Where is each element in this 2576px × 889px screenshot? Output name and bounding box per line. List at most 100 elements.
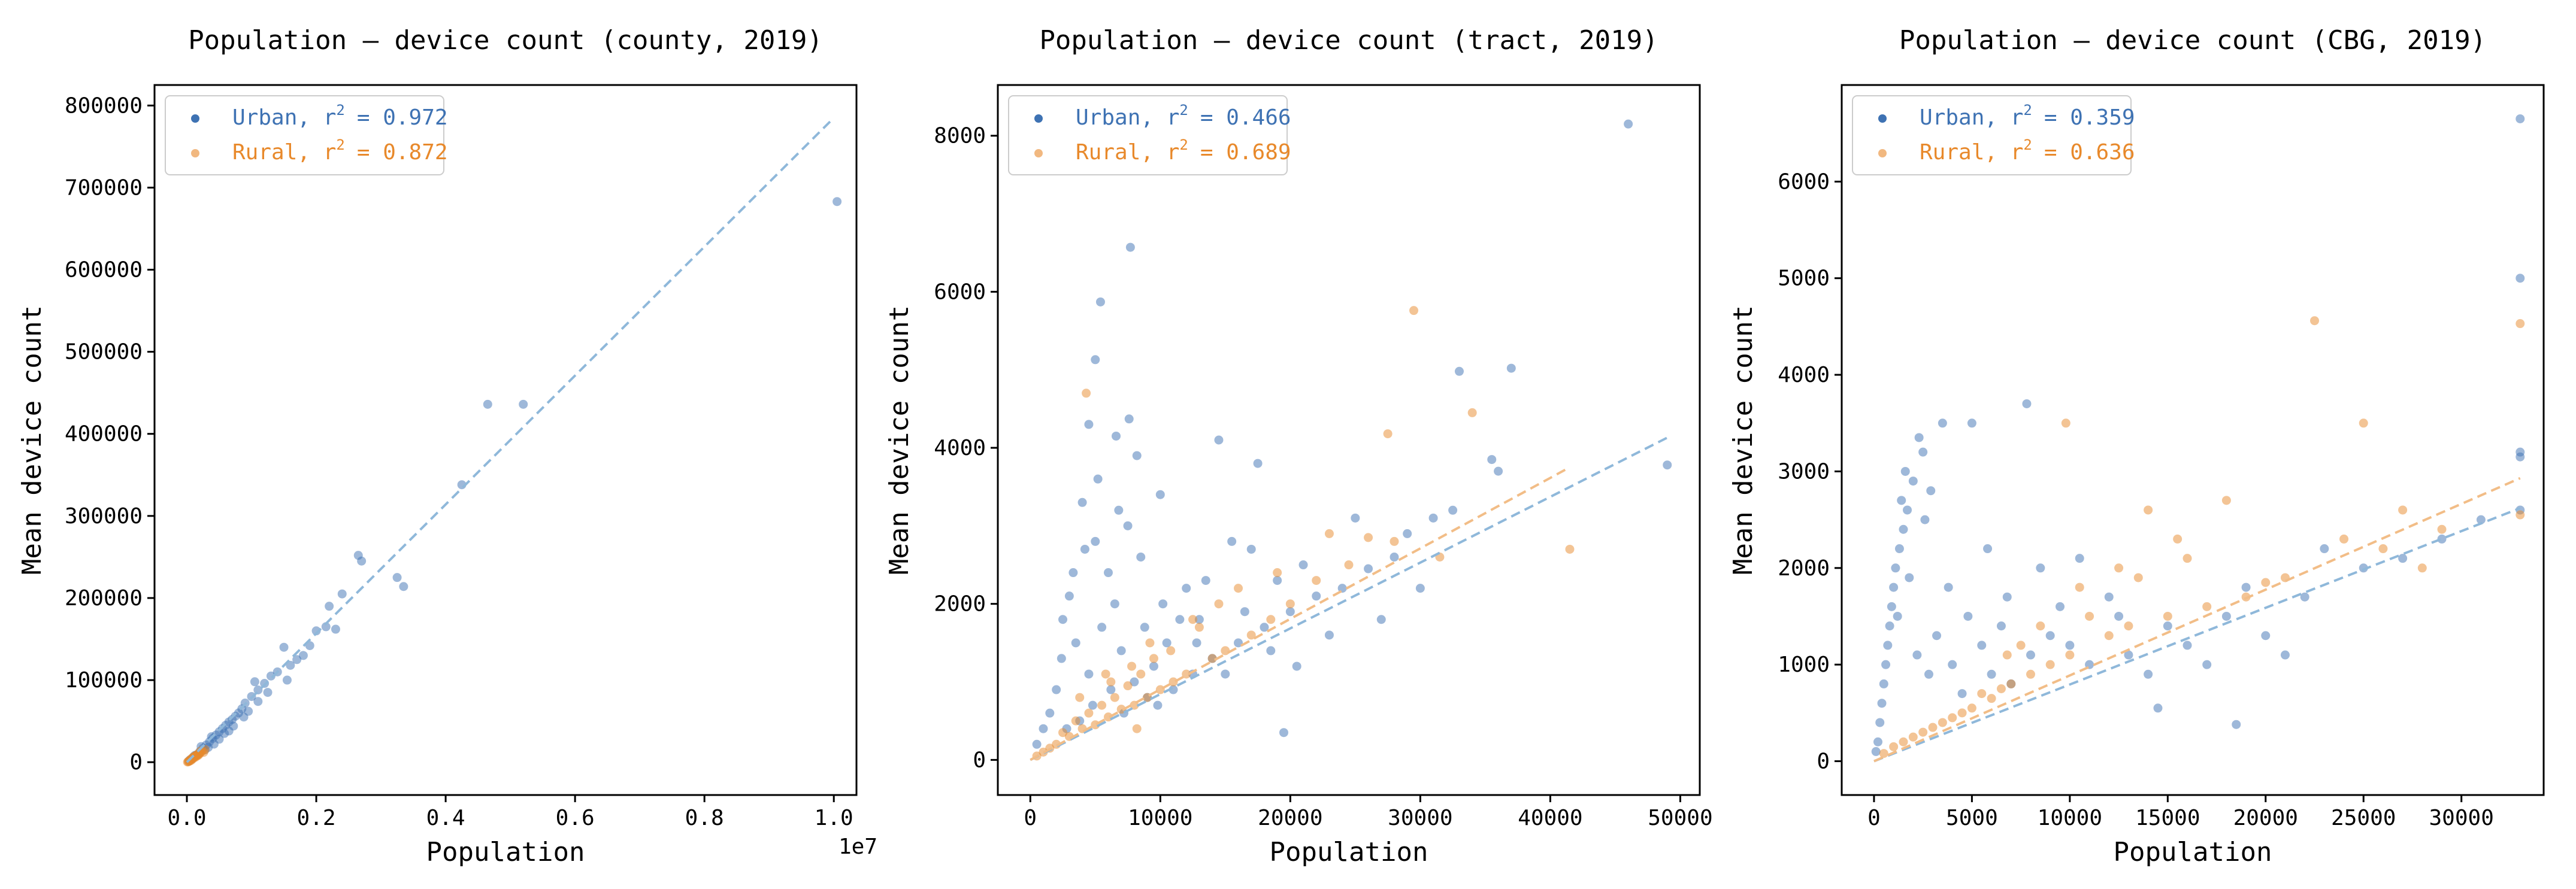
- rural-point: [1908, 732, 1918, 742]
- x-tick-label: 10000: [1128, 806, 1192, 830]
- urban-point: [239, 712, 249, 722]
- x-tick-label: 0.2: [297, 806, 336, 830]
- y-tick-label: 5000: [1778, 266, 1830, 291]
- rural-point: [1101, 669, 1110, 679]
- urban-point: [1077, 497, 1087, 507]
- rural-point: [1082, 389, 1091, 398]
- rural-point: [1987, 694, 1996, 703]
- rural-point: [1132, 724, 1142, 733]
- x-tick-label: 0: [1024, 806, 1037, 830]
- rural-point: [1948, 713, 1957, 723]
- urban-point: [229, 721, 238, 731]
- urban-point: [220, 729, 229, 738]
- urban-point: [1376, 615, 1386, 624]
- urban-point: [2045, 631, 2055, 641]
- urban-point: [1095, 297, 1105, 307]
- rural-point: [2163, 611, 2172, 621]
- x-tick-label: 0.8: [685, 806, 724, 830]
- urban-point: [1889, 582, 1899, 592]
- urban-point: [1155, 490, 1165, 499]
- urban-point: [1487, 455, 1497, 465]
- urban-point: [1298, 560, 1308, 570]
- urban-point: [357, 556, 367, 566]
- urban-point: [1897, 496, 1906, 505]
- rural-point: [2114, 563, 2124, 573]
- x-tick-label: 5000: [1946, 806, 1998, 830]
- rural-point: [1467, 408, 1477, 417]
- x-tick-label: 30000: [1388, 806, 1452, 830]
- y-tick-label: 500000: [65, 340, 143, 365]
- points-layer: [183, 117, 842, 767]
- urban-point: [286, 660, 295, 670]
- urban-point: [250, 677, 259, 687]
- urban-point: [2065, 641, 2075, 650]
- rural-point: [1127, 662, 1137, 671]
- rural-point: [1938, 718, 1947, 727]
- x-tick-label: 20000: [1258, 806, 1322, 830]
- urban-point: [2359, 563, 2368, 573]
- rural-point: [1123, 681, 1133, 691]
- urban-point: [1088, 700, 1097, 710]
- urban-point: [1192, 638, 1201, 648]
- urban-point: [1260, 623, 1269, 632]
- rural-point: [2221, 496, 2231, 505]
- rural-point: [1889, 742, 1899, 751]
- urban-point: [1938, 418, 1947, 428]
- urban-legend-marker: [191, 114, 199, 123]
- urban-point: [2022, 399, 2032, 408]
- urban-point: [331, 624, 340, 634]
- urban-point: [1093, 474, 1103, 484]
- y-tick-label: 0: [129, 750, 143, 775]
- x-tick-label: 0.0: [167, 806, 206, 830]
- urban-point: [1068, 568, 1078, 578]
- y-tick-label: 4000: [1778, 363, 1830, 387]
- y-tick-label: 700000: [65, 175, 143, 200]
- urban-point: [1052, 685, 1061, 694]
- urban-point: [1983, 544, 1993, 554]
- urban-point: [1996, 621, 2006, 631]
- rural-point: [2104, 631, 2114, 641]
- rural-point: [1097, 700, 1107, 710]
- urban-point: [1091, 355, 1100, 365]
- rural-point: [2065, 650, 2075, 660]
- urban-point: [2202, 660, 2212, 669]
- urban-point: [2516, 114, 2525, 123]
- rural-point: [1106, 677, 1116, 687]
- urban-point: [1900, 466, 1910, 476]
- urban-legend-label: Urban, r2 = 0.359: [1920, 102, 2135, 130]
- x-tick-label: 40000: [1518, 806, 1582, 830]
- urban-legend-label: Urban, r2 = 0.972: [232, 102, 448, 130]
- urban-point: [1124, 414, 1134, 424]
- x-tick-label: 10000: [2038, 806, 2102, 830]
- rural-point: [1409, 306, 1419, 315]
- rural-point: [2437, 524, 2447, 534]
- plot-frame: [997, 84, 1701, 796]
- urban-point: [1140, 623, 1149, 632]
- rural-legend-marker: [1878, 149, 1887, 157]
- urban-legend-marker: [1034, 114, 1043, 123]
- rural-point: [1166, 646, 1176, 656]
- urban-point: [1125, 242, 1135, 252]
- urban-point: [1891, 563, 1900, 573]
- rural-point: [1967, 703, 1976, 713]
- urban-point: [1448, 505, 1458, 515]
- urban-point: [2124, 650, 2133, 660]
- urban-point: [2320, 544, 2329, 554]
- urban-point: [1080, 544, 1089, 554]
- urban-point: [2516, 452, 2525, 462]
- rural-fit-line: [1030, 466, 1570, 761]
- y-tick-label: 1000: [1778, 653, 1830, 677]
- rural-point: [1364, 533, 1373, 542]
- urban-point: [1279, 728, 1288, 738]
- chart-panel-3: Population – device count (CBG, 2019) 0 50…: [1728, 25, 2545, 867]
- urban-point: [325, 602, 334, 611]
- urban-point: [1337, 584, 1347, 593]
- urban-point: [1153, 700, 1163, 710]
- rural-point: [2006, 679, 2016, 688]
- urban-point: [1136, 552, 1146, 562]
- urban-point: [1351, 513, 1360, 523]
- urban-point: [1894, 544, 1904, 554]
- urban-point: [1162, 638, 1172, 648]
- urban-point: [1273, 576, 1282, 585]
- urban-point: [1106, 685, 1116, 694]
